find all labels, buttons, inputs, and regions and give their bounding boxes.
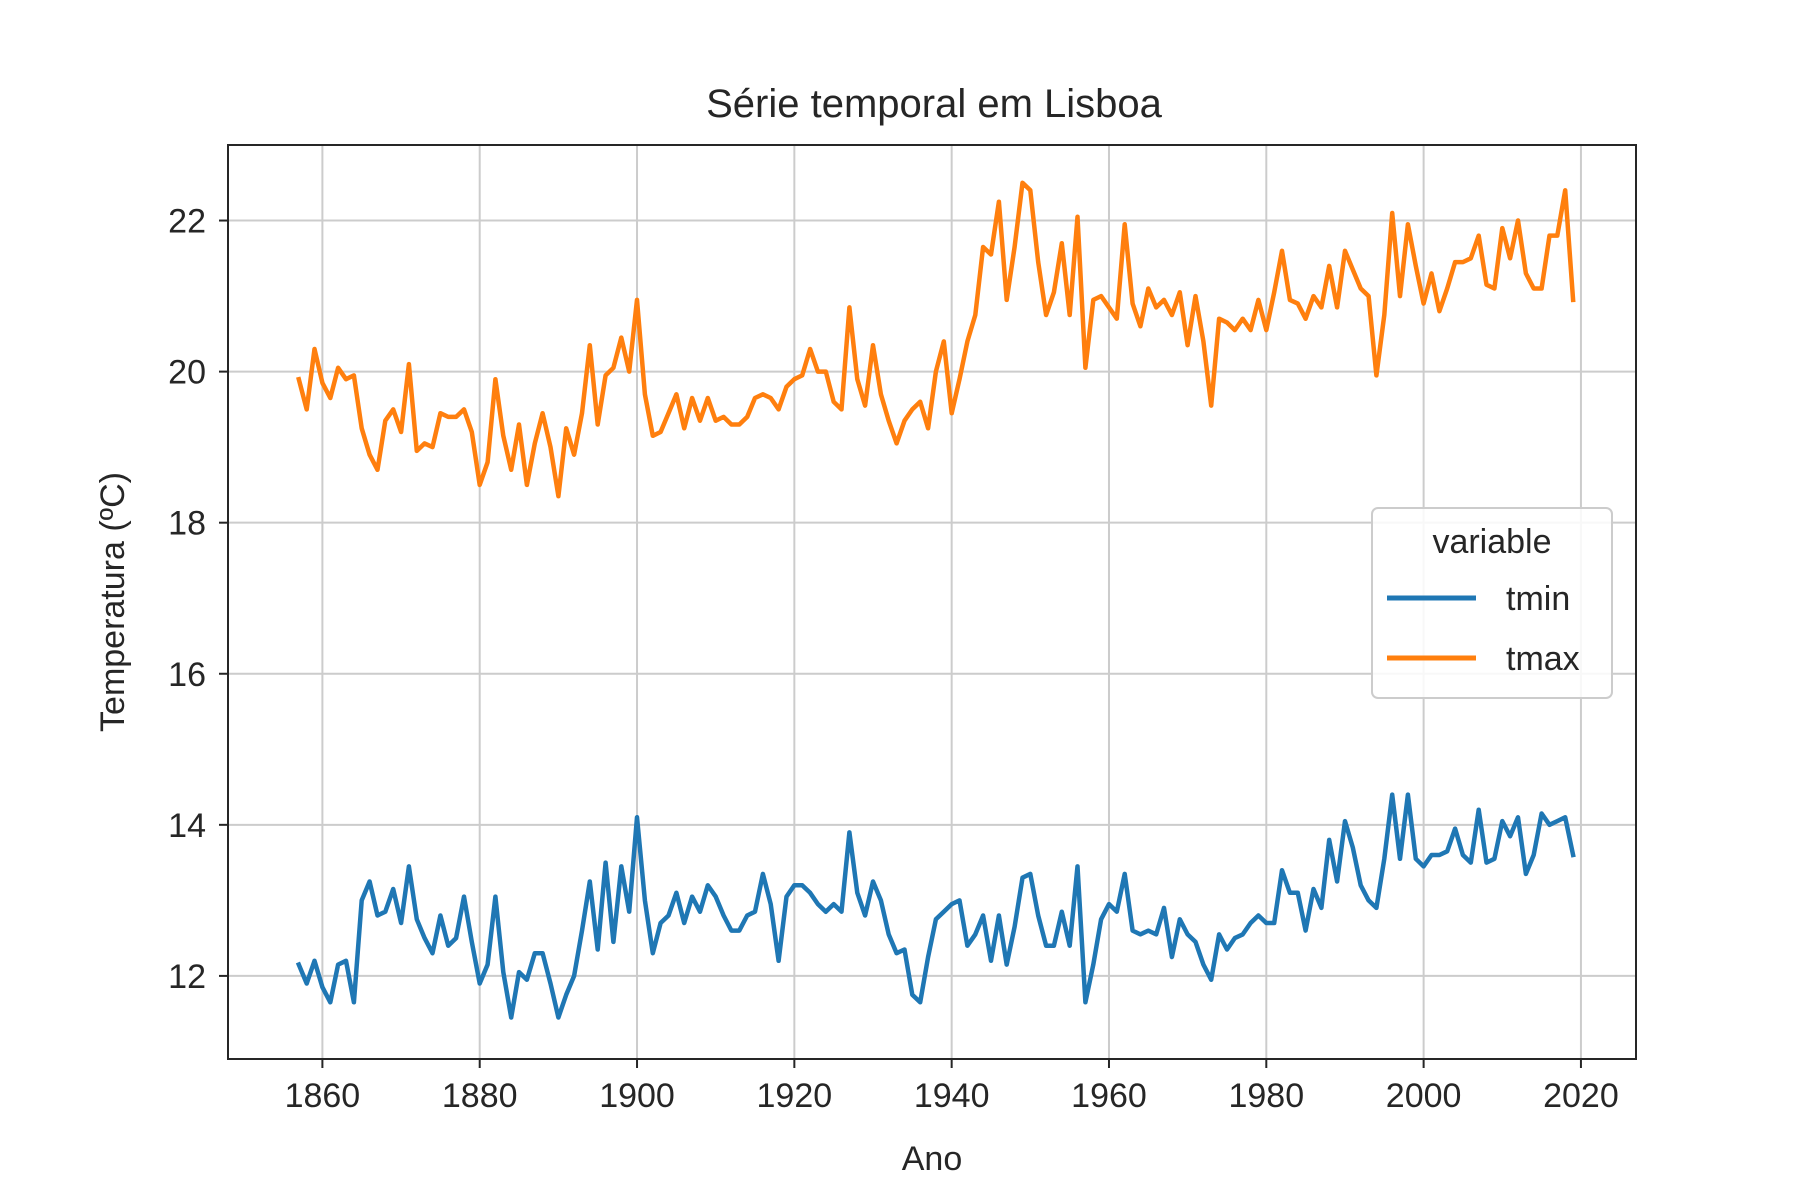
x-axis-ticks: 1860 1880 1900 1920 1940 1960 1980 2000 2020	[285, 1059, 1619, 1115]
y-tick-label: 20	[168, 354, 206, 392]
y-tick-label: 16	[168, 656, 206, 694]
legend-box	[1371, 507, 1613, 699]
y-tick-label: 14	[168, 807, 206, 845]
x-tick-label: 1980	[1228, 1077, 1304, 1115]
legend: variable tmin tmax	[1371, 507, 1613, 699]
series-line-tmin	[295, 792, 1576, 1020]
series-lines	[295, 180, 1576, 1020]
y-axis-ticks: 12 14 16 18 20 22	[168, 203, 228, 996]
x-tick-label: 1880	[442, 1077, 518, 1115]
plot-area-frame	[227, 144, 1637, 1060]
legend-label-tmin: tmin	[1506, 580, 1570, 618]
x-tick-label: 1960	[1071, 1077, 1147, 1115]
legend-title: variable	[1432, 523, 1551, 561]
x-tick-label: 1940	[914, 1077, 990, 1115]
x-tick-label: 2000	[1386, 1077, 1462, 1115]
series-line-tmax	[296, 180, 1576, 499]
x-tick-label: 1860	[285, 1077, 361, 1115]
x-axis-label: Ano	[902, 1140, 963, 1178]
chart-title: Série temporal em Lisboa	[706, 82, 1163, 126]
x-tick-label: 2020	[1543, 1077, 1619, 1115]
y-axis-label: Temperatura (ºC)	[94, 472, 132, 732]
y-tick-label: 18	[168, 505, 206, 543]
legend-label-tmax: tmax	[1506, 640, 1580, 678]
y-tick-label: 12	[168, 958, 206, 996]
y-tick-label: 22	[168, 203, 206, 241]
x-tick-label: 1900	[599, 1077, 675, 1115]
x-tick-label: 1920	[757, 1077, 833, 1115]
